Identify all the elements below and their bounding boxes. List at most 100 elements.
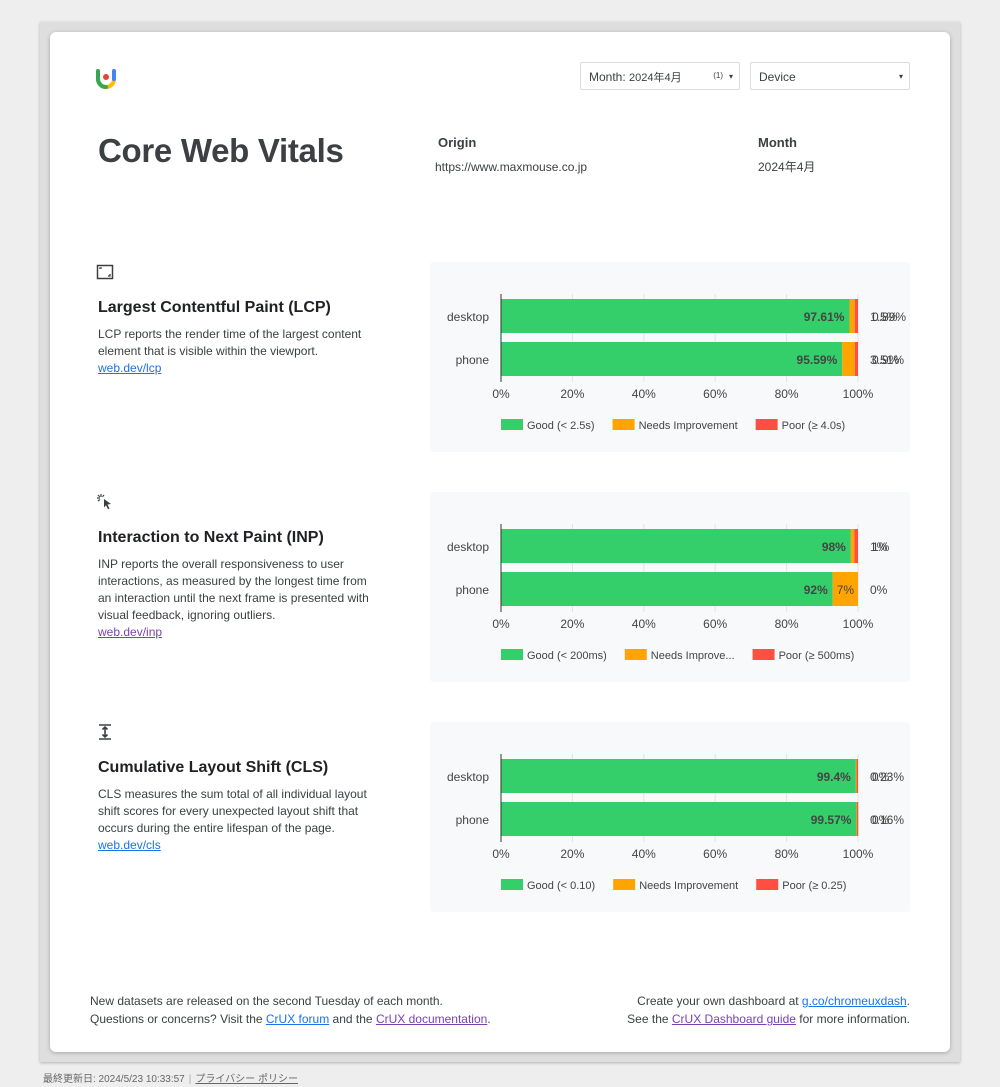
data-label: 1.5% bbox=[870, 310, 898, 324]
cls-bar-phone-0 bbox=[501, 802, 857, 836]
cls-chart-panel: 0% 20% 40% 60% 80% 100% desktop 99.4% 0.23% 0% pho… bbox=[430, 722, 910, 912]
category-label: desktop bbox=[447, 770, 489, 784]
cls-title: Cumulative Layout Shift (CLS) bbox=[98, 759, 329, 776]
inp-bar-desktop-0 bbox=[501, 529, 851, 563]
lcp-bar-desktop-1 bbox=[849, 299, 855, 333]
x-tick-label: 60% bbox=[703, 617, 727, 631]
x-tick-label: 100% bbox=[843, 847, 874, 861]
footer-questions-mid: and the bbox=[329, 1012, 376, 1026]
legend-label: Poor (≥ 4.0s) bbox=[782, 420, 846, 432]
data-label: 0% bbox=[872, 813, 890, 827]
lcp-bar-phone-2 bbox=[854, 342, 858, 376]
data-label: 0.9% bbox=[872, 353, 900, 367]
x-tick-label: 20% bbox=[560, 387, 584, 401]
data-label: 97.61% bbox=[804, 310, 845, 324]
legend-label: Poor (≥ 500ms) bbox=[779, 650, 855, 662]
x-tick-label: 40% bbox=[632, 387, 656, 401]
chromeuxdash-link[interactable]: g.co/chromeuxdash bbox=[801, 994, 907, 1008]
month-value: 2024年4月 bbox=[758, 160, 816, 174]
legend-swatch bbox=[613, 879, 636, 890]
data-label: 3.51% bbox=[870, 353, 904, 367]
footer-left: New datasets are released on the second … bbox=[90, 992, 491, 1028]
crux-docs-link[interactable]: CrUX documentation bbox=[375, 1012, 488, 1026]
category-label: phone bbox=[456, 583, 490, 597]
x-tick-label: 80% bbox=[775, 387, 799, 401]
x-tick-label: 0% bbox=[492, 617, 510, 631]
lcp-description: LCP reports the render time of the large… bbox=[98, 327, 362, 358]
crux-guide-link[interactable]: CrUX Dashboard guide bbox=[671, 1012, 796, 1026]
data-label: 0.23% bbox=[870, 770, 904, 784]
footer-create-suffix: . bbox=[906, 994, 910, 1008]
inp-link[interactable]: web.dev/inp bbox=[98, 625, 163, 639]
legend-swatch bbox=[752, 649, 775, 660]
inp-description: INP reports the overall responsiveness t… bbox=[98, 557, 369, 622]
inp-chart: 0% 20% 40% 60% 80% 100%desktop 98% 1%1%phone 92%… bbox=[447, 524, 890, 662]
cls-bar-desktop-0 bbox=[501, 759, 856, 793]
x-tick-label: 40% bbox=[632, 847, 656, 861]
data-label: 95.59% bbox=[797, 353, 838, 367]
legend-swatch bbox=[501, 419, 523, 430]
data-label: 1% bbox=[872, 540, 890, 554]
origin-label: Origin bbox=[438, 135, 477, 150]
cls-chart: 0% 20% 40% 60% 80% 100%desktop 99.4% 0.23%0%pho… bbox=[447, 754, 904, 892]
inp-title: Interaction to Next Paint (INP) bbox=[98, 529, 324, 546]
report-page: Month: 2024年4月 (1) ▾ Device ▾ Core Web V… bbox=[50, 32, 950, 1052]
footer-questions-prefix: Questions or concerns? Visit the bbox=[90, 1012, 266, 1026]
data-label: 7% bbox=[837, 583, 855, 597]
chevron-down-icon: ▾ bbox=[898, 72, 903, 81]
privacy-policy-link[interactable]: プライバシー ポリシー bbox=[195, 1074, 298, 1085]
x-tick-label: 20% bbox=[560, 847, 584, 861]
status-bar: 最終更新日: 2024/5/23 10:33:57 | プライバシー ポリシー bbox=[43, 1074, 298, 1085]
legend-swatch bbox=[755, 419, 778, 430]
x-tick-label: 60% bbox=[703, 387, 727, 401]
x-tick-label: 20% bbox=[560, 617, 584, 631]
lcp-bar-phone-1 bbox=[842, 342, 855, 376]
legend-label: Needs Improvement bbox=[639, 420, 738, 432]
device-filter-value: Device bbox=[759, 70, 796, 84]
x-tick-label: 0% bbox=[492, 387, 510, 401]
category-label: phone bbox=[456, 813, 490, 827]
category-label: desktop bbox=[447, 540, 489, 554]
category-label: phone bbox=[456, 353, 490, 367]
cls-description: CLS measures the sum total of all indivi… bbox=[98, 787, 367, 835]
month-filter-value: 2024年4月 bbox=[629, 72, 682, 84]
lcp-chart-panel: 0% 20% 40% 60% 80% 100% desktop 97.61% 1.5% 0.89%… bbox=[430, 262, 910, 452]
month-label: Month bbox=[758, 135, 797, 150]
legend-label: Good (< 0.10) bbox=[527, 880, 595, 892]
origin-value: https://www.maxmouse.co.jp bbox=[435, 160, 588, 174]
device-filter-dropdown[interactable]: Device ▾ bbox=[750, 62, 910, 90]
footer-questions: Questions or concerns? Visit the CrUX fo… bbox=[90, 1010, 491, 1028]
cls-link[interactable]: web.dev/cls bbox=[98, 838, 161, 852]
lcp-bar-phone-0 bbox=[501, 342, 843, 376]
x-tick-label: 100% bbox=[843, 617, 874, 631]
footer-guide-prefix: See the bbox=[627, 1012, 672, 1026]
vertical-shift-icon bbox=[99, 724, 111, 740]
data-label: 99.4% bbox=[817, 770, 851, 784]
data-label: 0% bbox=[870, 583, 888, 597]
data-label: 99.57% bbox=[811, 813, 852, 827]
click-cursor-icon bbox=[97, 494, 111, 510]
chevron-down-icon: ▾ bbox=[728, 72, 733, 81]
lcp-title: Largest Contentful Paint (LCP) bbox=[98, 299, 331, 316]
footer-guide-suffix: for more information. bbox=[795, 1012, 910, 1026]
crux-forum-link[interactable]: CrUX forum bbox=[265, 1012, 330, 1026]
lcp-link[interactable]: web.dev/lcp bbox=[98, 361, 162, 375]
lcp-chart: 0% 20% 40% 60% 80% 100% desktop 97.61% 1.5%0.89%… bbox=[447, 294, 906, 432]
legend-swatch bbox=[501, 879, 523, 890]
footer-right: Create your own dashboard at g.co/chrome… bbox=[627, 992, 910, 1028]
data-label: 92% bbox=[804, 583, 828, 597]
legend-label: Good (< 200ms) bbox=[527, 650, 607, 662]
crux-logo-icon bbox=[96, 69, 116, 89]
data-label: 0.89% bbox=[872, 310, 906, 324]
x-tick-label: 80% bbox=[775, 617, 799, 631]
inp-bar-desktop-2 bbox=[854, 529, 858, 563]
category-label: desktop bbox=[447, 310, 489, 324]
inp-bar-desktop-1 bbox=[850, 529, 855, 563]
legend-label: Needs Improvement bbox=[639, 880, 738, 892]
data-label: 0.16% bbox=[870, 813, 904, 827]
data-label: 98% bbox=[822, 540, 846, 554]
inp-bar-phone-1 bbox=[832, 572, 858, 606]
page-title: Core Web Vitals bbox=[98, 132, 344, 169]
lcp-bar-desktop-0 bbox=[501, 299, 850, 333]
month-filter-dropdown[interactable]: Month: 2024年4月 (1) ▾ bbox=[580, 62, 740, 90]
